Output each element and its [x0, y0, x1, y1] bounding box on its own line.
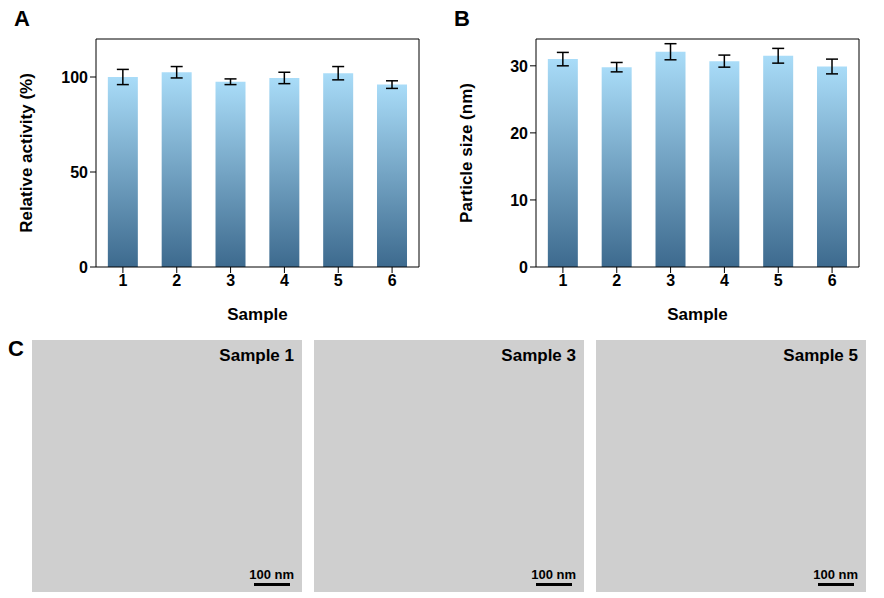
svg-text:6: 6 — [828, 272, 837, 289]
html-text:A: A — [14, 6, 30, 31]
html-text:B: B — [454, 6, 470, 31]
svg-text:5: 5 — [774, 272, 783, 289]
svg-text:100: 100 — [61, 69, 88, 86]
svg-text:5: 5 — [334, 272, 343, 289]
html-text:100 nm: 100 nm — [249, 567, 294, 582]
svg-text:Particle size (nm): Particle size (nm) — [457, 83, 476, 223]
svg-text:1: 1 — [558, 272, 567, 289]
svg-text:0: 0 — [79, 259, 88, 276]
svg-text:Sample: Sample — [227, 305, 287, 324]
html-text:C: C — [8, 336, 24, 361]
svg-text:10: 10 — [510, 192, 528, 209]
svg-text:Relative activity (%): Relative activity (%) — [17, 73, 36, 233]
svg-text:20: 20 — [510, 125, 528, 142]
svg-text:30: 30 — [510, 58, 528, 75]
html-text:100 nm: 100 nm — [531, 567, 576, 582]
html-text:Sample 3: Sample 3 — [501, 346, 576, 365]
svg-text:Sample: Sample — [667, 305, 727, 324]
svg-text:6: 6 — [388, 272, 397, 289]
svg-text:1: 1 — [118, 272, 127, 289]
svg-text:4: 4 — [280, 272, 289, 289]
svg-text:2: 2 — [612, 272, 621, 289]
svg-text:3: 3 — [226, 272, 235, 289]
svg-text:0: 0 — [519, 259, 528, 276]
html-text:Sample 1: Sample 1 — [219, 346, 294, 365]
svg-text:4: 4 — [720, 272, 729, 289]
svg-text:2: 2 — [172, 272, 181, 289]
svg-text:3: 3 — [666, 272, 675, 289]
svg-text:50: 50 — [70, 164, 88, 181]
html-text:100 nm: 100 nm — [813, 567, 858, 582]
html-text:Sample 5: Sample 5 — [783, 346, 858, 365]
